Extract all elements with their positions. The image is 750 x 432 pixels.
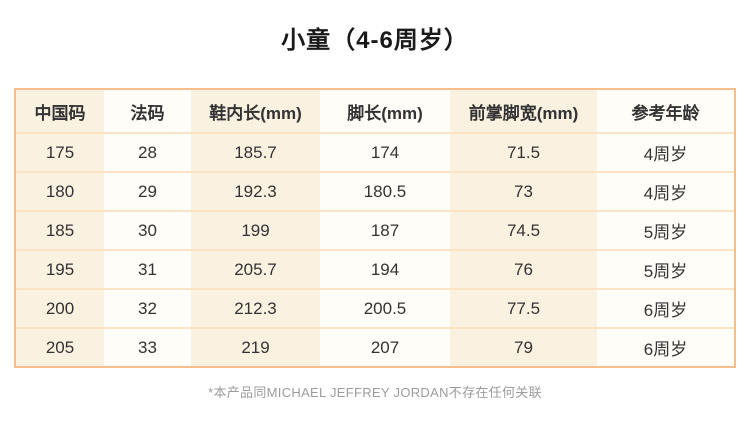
table-cell: 5周岁	[597, 212, 734, 251]
column-header-inner-length: 鞋内长(mm)	[191, 90, 320, 134]
table-cell: 4周岁	[597, 173, 734, 212]
table-cell: 192.3	[191, 173, 320, 212]
table-cell: 4周岁	[597, 134, 734, 173]
table-cell: 33	[104, 329, 191, 366]
table-cell: 74.5	[450, 212, 597, 251]
column-header-reference-age: 参考年龄	[597, 90, 734, 134]
table-cell: 205.7	[191, 251, 320, 290]
table-cell: 200.5	[320, 290, 450, 329]
table-cell: 187	[320, 212, 450, 251]
table-cell: 30	[104, 212, 191, 251]
table-cell: 79	[450, 329, 597, 366]
size-chart-table: 中国码 法码 鞋内长(mm) 脚长(mm) 前掌脚宽(mm) 参考年龄 175 …	[14, 88, 736, 368]
page-title: 小童（4-6周岁）	[281, 27, 469, 54]
table-cell: 76	[450, 251, 597, 290]
table-row: 205 33 219 207 79 6周岁	[16, 329, 734, 366]
table-cell: 205	[16, 329, 104, 366]
disclaimer-footnote: *本产品同MICHAEL JEFFREY JORDAN不存在任何关联	[208, 385, 542, 400]
size-chart-container: 中国码 法码 鞋内长(mm) 脚长(mm) 前掌脚宽(mm) 参考年龄 175 …	[14, 88, 736, 368]
column-header-china-size: 中国码	[16, 90, 104, 134]
column-header-forefoot-width: 前掌脚宽(mm)	[450, 90, 597, 134]
table-cell: 73	[450, 173, 597, 212]
table-cell: 6周岁	[597, 290, 734, 329]
table-row: 180 29 192.3 180.5 73 4周岁	[16, 173, 734, 212]
table-cell: 185.7	[191, 134, 320, 173]
table-cell: 31	[104, 251, 191, 290]
table-cell: 175	[16, 134, 104, 173]
table-cell: 6周岁	[597, 329, 734, 366]
table-cell: 185	[16, 212, 104, 251]
table-cell: 207	[320, 329, 450, 366]
column-header-foot-length: 脚长(mm)	[320, 90, 450, 134]
table-cell: 77.5	[450, 290, 597, 329]
table-row: 185 30 199 187 74.5 5周岁	[16, 212, 734, 251]
table-cell: 212.3	[191, 290, 320, 329]
table-cell: 28	[104, 134, 191, 173]
table-cell: 200	[16, 290, 104, 329]
table-row: 175 28 185.7 174 71.5 4周岁	[16, 134, 734, 173]
header-row: 中国码 法码 鞋内长(mm) 脚长(mm) 前掌脚宽(mm) 参考年龄	[16, 90, 734, 134]
table-cell: 29	[104, 173, 191, 212]
table-row: 195 31 205.7 194 76 5周岁	[16, 251, 734, 290]
table-cell: 174	[320, 134, 450, 173]
table-cell: 180	[16, 173, 104, 212]
page: 小童（4-6周岁） 中国码 法码 鞋内长(mm) 脚长(mm) 前掌脚宽(mm)…	[0, 26, 750, 401]
table-cell: 32	[104, 290, 191, 329]
table-cell: 199	[191, 212, 320, 251]
table-row: 200 32 212.3 200.5 77.5 6周岁	[16, 290, 734, 329]
table-cell: 180.5	[320, 173, 450, 212]
table-cell: 195	[16, 251, 104, 290]
table-cell: 219	[191, 329, 320, 366]
table-cell: 71.5	[450, 134, 597, 173]
table-cell: 194	[320, 251, 450, 290]
table-cell: 5周岁	[597, 251, 734, 290]
column-header-fr-size: 法码	[104, 90, 191, 134]
